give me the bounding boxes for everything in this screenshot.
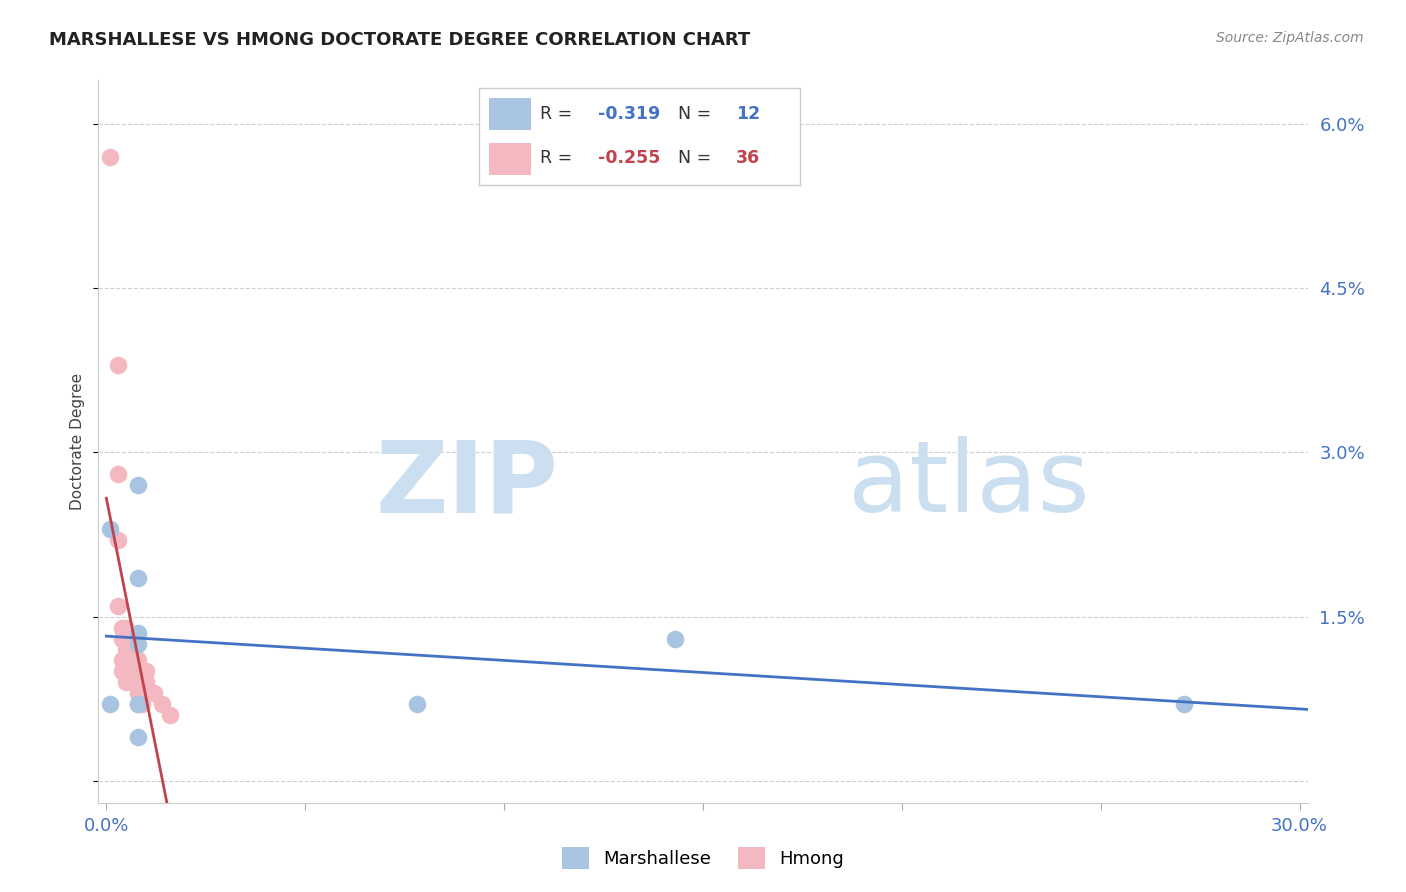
Point [127, 571, 149, 585]
Point [122, 675, 145, 690]
Point [111, 632, 134, 646]
Point [115, 621, 138, 635]
Y-axis label: Doctorate Degree: Doctorate Degree [70, 373, 86, 510]
Point [131, 665, 153, 679]
Text: atlas: atlas [848, 436, 1090, 533]
Point [143, 686, 166, 700]
Point [115, 632, 138, 646]
Point [127, 698, 149, 712]
Legend: Marshallese, Hmong: Marshallese, Hmong [553, 838, 853, 879]
Point [107, 533, 129, 547]
Point [664, 632, 686, 646]
Point [131, 698, 153, 712]
Point [127, 730, 149, 744]
Point [107, 467, 129, 482]
Point [135, 686, 157, 700]
Point [127, 478, 149, 492]
Point [98, 150, 121, 164]
Point [120, 632, 142, 646]
Point [127, 698, 149, 712]
Text: ZIP: ZIP [375, 436, 558, 533]
Point [135, 675, 157, 690]
Text: Source: ZipAtlas.com: Source: ZipAtlas.com [1216, 31, 1364, 45]
Point [98, 522, 121, 536]
Point [111, 621, 134, 635]
Point [405, 698, 427, 712]
Point [122, 632, 145, 646]
Point [127, 686, 149, 700]
Point [122, 665, 145, 679]
Point [150, 698, 173, 712]
Point [127, 626, 149, 640]
Point [107, 358, 129, 372]
Text: MARSHALLESE VS HMONG DOCTORATE DEGREE CORRELATION CHART: MARSHALLESE VS HMONG DOCTORATE DEGREE CO… [49, 31, 751, 49]
Point [115, 675, 138, 690]
Point [127, 675, 149, 690]
Point [107, 599, 129, 613]
Point [120, 665, 142, 679]
Point [120, 642, 142, 657]
Point [122, 653, 145, 667]
Point [115, 642, 138, 657]
Point [131, 675, 153, 690]
Point [127, 637, 149, 651]
Point [127, 653, 149, 667]
Point [98, 698, 121, 712]
Point [131, 686, 153, 700]
Point [122, 642, 145, 657]
Point [111, 653, 134, 667]
Point [115, 653, 138, 667]
Point [127, 665, 149, 679]
Point [111, 665, 134, 679]
Point [159, 708, 181, 723]
Point [1173, 698, 1195, 712]
Point [135, 665, 157, 679]
